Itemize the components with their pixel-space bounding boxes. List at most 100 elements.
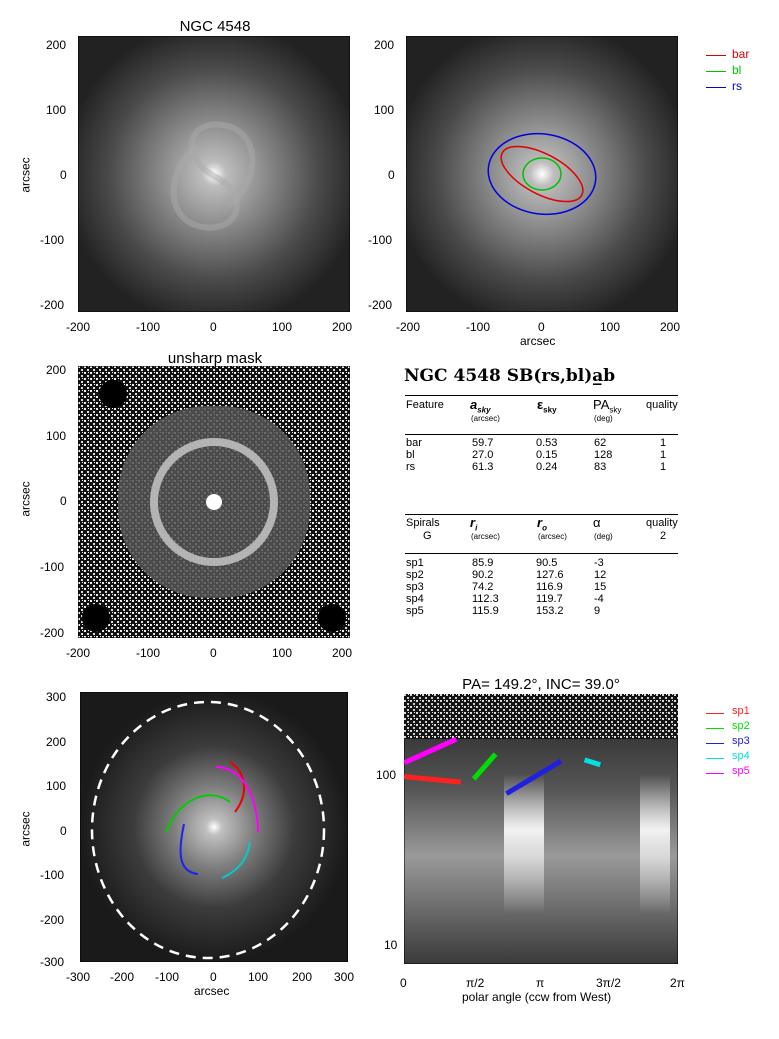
- spiral-ro: 116.9: [536, 581, 563, 593]
- p5-ytick: -300: [40, 955, 65, 969]
- p2-ytick: 200: [374, 38, 395, 52]
- panel6-title: PA= 149.2°, INC= 39.0°: [462, 676, 620, 693]
- spiral-ri: 74.2: [472, 581, 494, 593]
- th-a: asky: [470, 397, 491, 415]
- p3-ytick: 200: [46, 363, 67, 377]
- p5-ytick: 100: [46, 779, 67, 793]
- spiral-ro: 90.5: [536, 557, 558, 569]
- p5-xtick: -100: [155, 970, 180, 984]
- legend-bar: bar: [732, 47, 750, 61]
- p2-ytick: -100: [368, 233, 393, 247]
- feature-name: rs: [406, 461, 416, 473]
- spiral-ri: 90.2: [472, 569, 494, 581]
- feature-e: 0.53: [536, 437, 558, 449]
- p5-ytick: 0: [60, 824, 67, 838]
- spiral-ri: 115.9: [472, 605, 499, 617]
- th-alpha: α: [593, 515, 601, 530]
- th-spirals: Spirals: [406, 517, 440, 529]
- series-sp5: [404, 736, 458, 766]
- p3-ytick: 100: [46, 429, 67, 443]
- spiral-ro: 153.2: [536, 605, 564, 617]
- panel1-ylabel: arcsec: [18, 157, 33, 193]
- p3-xtick: 100: [272, 646, 293, 660]
- panel6-xlabel: polar angle (ccw from West): [462, 990, 612, 1004]
- unit-ri: (arcsec): [471, 532, 500, 541]
- legend-sp2: sp2: [732, 720, 750, 732]
- spiral-ro: 119.7: [536, 593, 563, 605]
- p3-xtick: 200: [332, 646, 353, 660]
- p6-xtick: 2π: [670, 976, 685, 990]
- series-sp3: [505, 758, 563, 796]
- p3-xtick: 0: [210, 646, 217, 660]
- p3-ytick: -100: [40, 560, 65, 574]
- feature-quality: 1: [660, 449, 667, 461]
- p2-xtick: 0: [538, 320, 545, 334]
- p5-ytick: -100: [40, 868, 65, 882]
- p1-xtick: 100: [272, 320, 293, 334]
- feature-e: 0.24: [536, 461, 558, 473]
- p6-xtick: π/2: [466, 976, 485, 990]
- p5-xtick: -200: [110, 970, 135, 984]
- spiral-alpha: 9: [594, 605, 601, 617]
- p1-ytick: -100: [40, 233, 65, 247]
- p1-ytick: 100: [46, 103, 67, 117]
- p5-xtick: 0: [210, 970, 217, 984]
- legend-rs: rs: [732, 79, 742, 93]
- feature-a: 61.3: [472, 461, 494, 473]
- polar-angle-chart: [404, 694, 678, 964]
- spiral-alpha: 15: [594, 581, 607, 593]
- th-ri: ri: [470, 515, 478, 533]
- p1-ytick: -200: [40, 298, 65, 312]
- p5-xtick: 200: [292, 970, 313, 984]
- p6-xtick: π: [536, 976, 545, 990]
- panel3-title: unsharp mask: [167, 350, 263, 367]
- feature-e: 0.15: [536, 449, 558, 461]
- p3-ytick: -200: [40, 626, 65, 640]
- th-g: G: [423, 530, 432, 542]
- p6-ytick: 10: [384, 938, 398, 952]
- spiral-ri: 112.3: [472, 593, 499, 605]
- spiral-name: sp3: [406, 581, 424, 593]
- p1-xtick: 200: [332, 320, 353, 334]
- th-e: εsky: [537, 397, 557, 415]
- p5-ytick: 200: [46, 735, 67, 749]
- spiral-alpha: 12: [594, 569, 607, 581]
- spiral-alpha: -4: [594, 593, 604, 605]
- th-quality2-val: 2: [660, 530, 667, 542]
- p2-xtick: -200: [396, 320, 421, 334]
- spiral-ri: 85.9: [472, 557, 494, 569]
- unit-arcsec: (arcsec): [471, 414, 500, 423]
- p1-xtick: -200: [66, 320, 91, 334]
- p5-ytick: 300: [46, 690, 67, 704]
- feature-name: bar: [406, 437, 422, 449]
- th-feature: Feature: [406, 399, 444, 411]
- p5-xtick: -300: [66, 970, 91, 984]
- p6-xtick: 3π/2: [596, 976, 621, 990]
- p5-ytick: -200: [40, 913, 65, 927]
- p2-ytick: 100: [374, 103, 395, 117]
- rs-ellipse: [487, 132, 597, 216]
- panel2-xlabel: arcsec: [520, 334, 556, 348]
- p6-xtick: 0: [400, 976, 407, 990]
- feature-pa: 62: [594, 437, 607, 449]
- unit-alpha: (deg): [594, 532, 613, 541]
- panel1-title: NGC 4548: [179, 18, 251, 35]
- feature-quality: 1: [660, 461, 667, 473]
- table-title: NGC 4548 SB(rs,bl)a̲b: [404, 366, 616, 386]
- th-ro: ro: [537, 515, 547, 533]
- p2-xtick: -100: [466, 320, 491, 334]
- p6-ytick: 100: [376, 768, 397, 782]
- series-sp2: [471, 752, 498, 781]
- series-sp1: [404, 774, 461, 785]
- p3-ytick: 0: [60, 494, 67, 508]
- spiral-name: sp5: [406, 605, 424, 617]
- p5-xtick: 100: [248, 970, 269, 984]
- p3-xtick: -100: [136, 646, 161, 660]
- p3-xtick: -200: [66, 646, 91, 660]
- th-quality2: quality: [646, 517, 678, 529]
- p2-ytick: -200: [368, 298, 393, 312]
- series-sp4: [583, 757, 601, 768]
- legend-sp4: sp4: [732, 750, 750, 762]
- panel1-image: [78, 36, 350, 312]
- spiral-ro: 127.6: [536, 569, 564, 581]
